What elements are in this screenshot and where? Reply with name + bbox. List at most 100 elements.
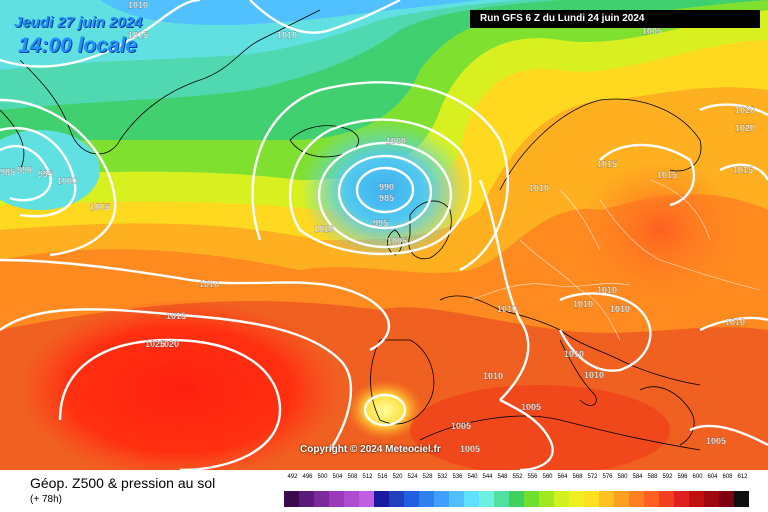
legend-swatch — [464, 491, 479, 507]
legend-label: 544 — [482, 474, 493, 480]
legend-label: 504 — [332, 474, 343, 480]
legend-swatch — [584, 491, 599, 507]
weather-map: 1010 1015 1010 1005 1020 1020 1000 1015 1015 1015… — [0, 0, 768, 470]
isobar-label: 1005 — [90, 202, 110, 212]
isobar-1010-alps — [558, 292, 652, 372]
legend-label: 536 — [452, 474, 463, 480]
isobar-1015-ne — [719, 163, 768, 181]
border-1 — [469, 283, 631, 301]
isobar-1005-iberia — [363, 393, 407, 427]
isobar-label: 995 — [38, 169, 53, 179]
legend-swatch — [344, 491, 359, 507]
legend-label: 612 — [737, 474, 748, 480]
legend-swatch — [554, 491, 569, 507]
valid-date: Jeudi 27 juin 2024 — [14, 14, 143, 31]
legend-swatch — [734, 491, 749, 507]
isobar-1015-baltic — [599, 143, 696, 207]
isobar-label: 1015 — [166, 311, 186, 321]
isobar-1000-low — [317, 141, 453, 249]
north-africa-coast — [419, 415, 701, 451]
isobar-label: 1010 — [610, 304, 630, 314]
isobar-label: 1010 — [725, 317, 745, 327]
legend-label: 552 — [512, 474, 523, 480]
iceland-coast — [289, 125, 360, 158]
legend-swatch — [719, 491, 734, 507]
greece-coast — [639, 386, 695, 446]
legend-label: 556 — [527, 474, 538, 480]
legend-swatch — [494, 491, 509, 507]
legend-label: 532 — [437, 474, 448, 480]
isobar-1020-ne — [699, 103, 768, 117]
legend-label: 580 — [617, 474, 628, 480]
isobar-label: 1015 — [128, 30, 148, 40]
legend-label: 548 — [497, 474, 508, 480]
legend-label: 524 — [407, 474, 418, 480]
isobar-1010-low — [251, 81, 509, 272]
isobar-label: 1005 — [451, 421, 471, 431]
isobar-label: 1015 — [733, 165, 753, 175]
isobar-label: 985 — [0, 167, 15, 177]
isobar-990-west — [0, 145, 52, 202]
color-scale-legend: 492 496 500 504 508 512 516 520 524 528 532 536 540 5… — [284, 474, 752, 508]
legend-label: 512 — [362, 474, 373, 480]
isobar-label: 1015 — [597, 159, 617, 169]
legend-label: 564 — [557, 474, 568, 480]
isobar-label: 995 — [373, 218, 388, 228]
isobar-label: 990 — [379, 182, 394, 192]
isobar-label: 990 — [17, 165, 32, 175]
isobar-labels: 1010 1015 1010 1005 1020 1020 1000 1015 1015 1015… — [0, 0, 755, 454]
legend-label: 584 — [632, 474, 643, 480]
high-azores-fill — [20, 300, 340, 470]
isobar-1005-low — [288, 118, 472, 256]
legend-label: 492 — [287, 474, 298, 480]
isobar-label: 1025 — [145, 339, 165, 349]
greenland-west-coast — [0, 109, 25, 171]
legend-label: 528 — [422, 474, 433, 480]
legend-swatch — [314, 491, 329, 507]
isobars — [0, 0, 768, 470]
isobar-1010-france — [478, 179, 530, 401]
isobar-label: 1020 — [735, 105, 755, 115]
legend-swatch — [539, 491, 554, 507]
isobar-label: 1015 — [657, 170, 677, 180]
isobar-1010-east — [699, 316, 768, 332]
isobar-label: 1020 — [159, 339, 179, 349]
legend-swatch — [359, 491, 374, 507]
isobar-1025-azores — [58, 338, 282, 470]
isobar-label: 1010 — [564, 349, 584, 359]
forecast-offset: (+ 78h) — [30, 494, 62, 505]
legend-label: 572 — [587, 474, 598, 480]
heat-low-iberia-fill — [347, 380, 423, 440]
legend-swatch — [479, 491, 494, 507]
legend-swatch — [329, 491, 344, 507]
legend-swatch — [569, 491, 584, 507]
italy-coast — [559, 339, 597, 406]
isobar-label: 1010 — [277, 30, 297, 40]
isobar-label: 1005 — [387, 236, 407, 246]
isobar-995-low — [337, 154, 433, 230]
isobar-1005-west — [0, 98, 117, 257]
map-title: Géop. Z500 & pression au sol — [30, 475, 216, 491]
isobar-1005-east — [689, 424, 768, 447]
isobar-label: 1010 — [584, 370, 604, 380]
isobar-label: 1010 — [314, 224, 334, 234]
legend-swatch — [389, 491, 404, 507]
isobar-1005-africa — [499, 398, 554, 470]
legend-label: 540 — [467, 474, 478, 480]
border-4 — [559, 189, 601, 251]
scandinavia-coast — [499, 98, 702, 191]
isobar-label: 1010 — [529, 183, 549, 193]
isobar-label: 1010 — [497, 304, 517, 314]
isobar-1020-azores — [0, 308, 353, 451]
isobar-label: 1005 — [521, 402, 541, 412]
border-2 — [519, 239, 621, 341]
legend-swatch — [284, 491, 299, 507]
greenland-coast — [19, 9, 321, 155]
legend-label: 500 — [317, 474, 328, 480]
legend-label: 588 — [647, 474, 658, 480]
legend-swatch — [374, 491, 389, 507]
isobar-label: 1000 — [386, 136, 406, 146]
isobar-label: 1005 — [460, 444, 480, 454]
band-cyan — [0, 0, 520, 70]
isobar-1000-west — [0, 127, 77, 218]
